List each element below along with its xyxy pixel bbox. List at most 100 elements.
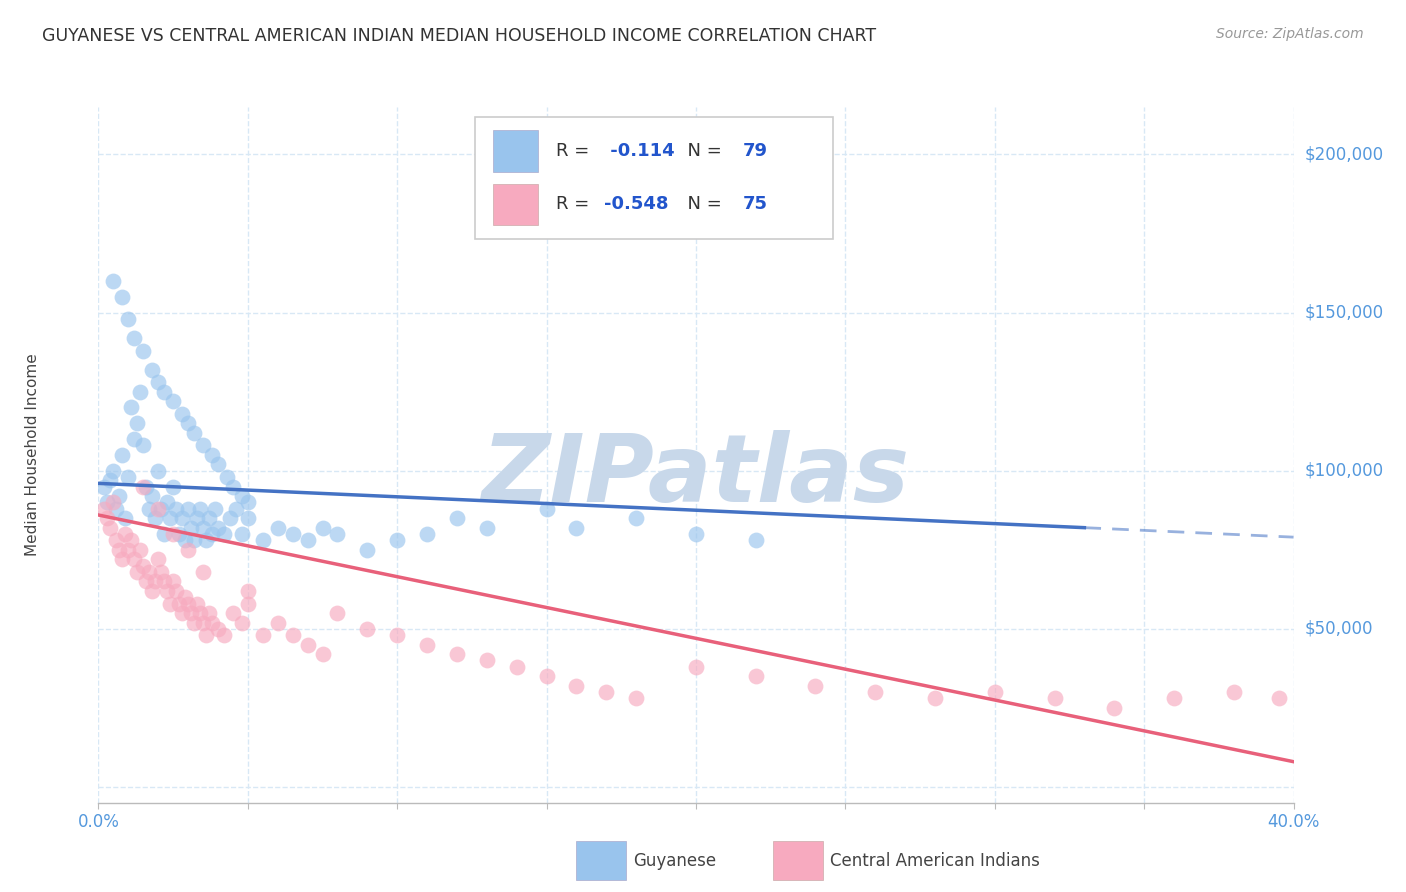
Point (207, 521, 229, 535)
Point (98, 521, 122, 535)
Point (150, 501, 173, 516)
Point (124, 331, 146, 345)
Text: N =: N = (676, 195, 727, 213)
Text: Guyanese: Guyanese (633, 852, 716, 870)
Point (124, 432, 146, 446)
Point (183, 615, 205, 630)
Point (159, 511, 181, 525)
Point (120, 533, 142, 548)
Point (191, 615, 214, 630)
Point (1043, 691, 1066, 706)
Text: $50,000: $50,000 (1305, 620, 1374, 638)
Point (162, 479, 184, 493)
Text: GUYANESE VS CENTRAL AMERICAN INDIAN MEDIAN HOUSEHOLD INCOME CORRELATION CHART: GUYANESE VS CENTRAL AMERICAN INDIAN MEDI… (42, 27, 876, 45)
Point (165, 583, 187, 598)
Point (153, 527, 176, 541)
Point (188, 606, 211, 620)
Point (191, 438, 214, 452)
Point (103, 464, 125, 478)
Point (446, 647, 468, 661)
Point (177, 542, 200, 557)
Text: $200,000: $200,000 (1305, 145, 1384, 163)
Point (138, 565, 160, 579)
Point (167, 597, 190, 611)
Point (1104, 701, 1126, 715)
Point (177, 501, 200, 516)
Point (103, 495, 125, 509)
Point (183, 533, 205, 548)
Point (311, 521, 333, 535)
Point (111, 290, 134, 304)
Point (207, 622, 229, 636)
Point (153, 384, 176, 399)
Point (201, 448, 224, 462)
Point (207, 458, 229, 472)
Point (162, 394, 184, 409)
Point (225, 501, 247, 516)
Point (356, 542, 378, 557)
Point (745, 533, 768, 548)
Point (236, 495, 259, 509)
Point (475, 521, 498, 535)
Point (180, 606, 202, 620)
Point (1267, 691, 1289, 706)
Point (385, 533, 409, 548)
Text: N =: N = (676, 142, 727, 160)
Point (138, 501, 160, 516)
Text: 75: 75 (742, 195, 768, 213)
Point (174, 533, 197, 548)
Point (172, 606, 194, 620)
Point (297, 533, 319, 548)
Point (132, 558, 155, 573)
Text: ZIPatlas: ZIPatlas (482, 430, 910, 522)
Point (108, 542, 131, 557)
Point (156, 495, 179, 509)
Point (506, 660, 529, 674)
Point (565, 521, 588, 535)
Point (356, 622, 378, 636)
Point (804, 679, 827, 693)
Point (865, 685, 887, 699)
Point (93, 501, 115, 516)
Point (198, 606, 221, 620)
Text: 79: 79 (742, 142, 768, 160)
Point (983, 685, 1005, 699)
Point (231, 489, 253, 503)
Point (153, 574, 176, 589)
Point (120, 401, 142, 415)
Point (148, 464, 170, 478)
Text: R =: R = (557, 195, 595, 213)
Point (536, 669, 558, 683)
Point (231, 615, 253, 630)
Text: -0.548: -0.548 (605, 195, 668, 213)
Point (297, 638, 319, 652)
Point (685, 527, 707, 541)
Point (416, 638, 439, 652)
Point (148, 552, 170, 566)
Point (108, 489, 131, 503)
Point (281, 628, 304, 642)
Text: R =: R = (557, 142, 595, 160)
Point (924, 691, 946, 706)
Point (198, 511, 221, 525)
Point (183, 425, 205, 440)
Point (141, 583, 163, 598)
Point (385, 628, 409, 642)
Point (105, 501, 128, 516)
Point (236, 511, 259, 525)
Point (204, 501, 226, 516)
Point (132, 438, 155, 452)
Point (252, 628, 274, 642)
Point (156, 583, 179, 598)
Point (162, 527, 184, 541)
Point (267, 615, 290, 630)
Point (98, 473, 122, 487)
Point (132, 343, 155, 358)
Point (215, 470, 238, 484)
Point (446, 511, 468, 525)
Point (595, 685, 617, 699)
Point (326, 527, 349, 541)
Point (201, 615, 224, 630)
Text: $150,000: $150,000 (1305, 303, 1384, 322)
Bar (494, 130, 538, 172)
